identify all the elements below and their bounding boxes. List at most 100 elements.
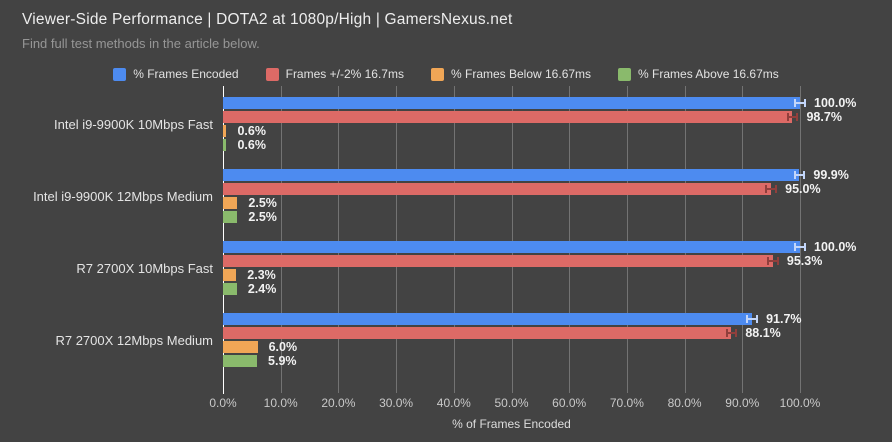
bar-track: 99.9% [223, 168, 849, 182]
x-tick-label: 50.0% [494, 396, 529, 410]
bar--frames-encoded [223, 97, 800, 109]
bar-group-3: 91.7% 88.1% 6.0% 5.9% [223, 304, 802, 376]
x-axis-ticks: 0.0% 10.0% 20.0% 30.0% 40.0% 50.0% 60.0% 70.0% 8… [0, 396, 892, 412]
x-axis-title: % of Frames Encoded [452, 417, 571, 431]
value-label: 100.0% [814, 240, 857, 254]
legend-label: Frames +/-2% 16.7ms [285, 67, 404, 81]
error-bar-cap [755, 315, 758, 323]
bar-frames-2-16-7ms [223, 255, 773, 267]
bar-track: 0.6% [223, 124, 800, 138]
bar--frames-below-16-67ms [223, 197, 238, 209]
legend-item-2: % Frames Below 16.67ms [430, 67, 591, 81]
legend-label: % Frames Encoded [133, 67, 239, 81]
error-bar-cap [803, 243, 806, 251]
bar-track: 2.5% [223, 210, 800, 224]
bar-track: 6.0% [223, 340, 800, 354]
bar-group-0: 100.0% 98.7% 0.6% 0.6% [223, 88, 856, 160]
bar--frames-below-16-67ms [223, 269, 237, 281]
bar-frames-2-16-7ms [223, 327, 732, 339]
plot-area: 100.0% 98.7% 0.6% 0.6% 99.9% 95.0% 2.5% 2.5% 100… [223, 86, 856, 394]
error-bar [765, 185, 777, 193]
bar--frames-below-16-67ms [223, 125, 227, 137]
category-label-2: R7 2700X 10Mbps Fast [76, 260, 213, 276]
gridline [280, 86, 282, 393]
x-tick-label: 60.0% [552, 396, 587, 410]
legend-swatch-icon [618, 67, 632, 81]
value-label: 2.4% [247, 282, 277, 296]
value-label: 98.7% [806, 110, 842, 124]
chart-title: Viewer-Side Performance | DOTA2 at 1080p… [22, 11, 513, 28]
value-label: 0.6% [237, 138, 266, 152]
category-label-1: Intel i9-9900K 12Mbps Medium [33, 188, 213, 204]
value-label: 95.3% [786, 254, 823, 268]
legend-swatch-icon [265, 67, 279, 81]
gridline [684, 86, 686, 393]
bar-track: 91.7% [223, 312, 802, 326]
value-label: 6.0% [268, 340, 298, 354]
error-bar-line [794, 246, 806, 248]
bar-rows: 100.0% 98.7% 0.6% 0.6% 99.9% 95.0% 2.5% 2.5% 100… [223, 88, 856, 376]
value-label: 2.5% [248, 196, 277, 210]
bar-track: 100.0% [223, 240, 856, 254]
legend-label: % Frames Above 16.67ms [638, 67, 779, 81]
bar-track: 5.9% [223, 354, 800, 368]
bar--frames-above-16-67ms [223, 211, 238, 223]
y-axis-line [223, 86, 224, 394]
gridline [338, 86, 340, 393]
x-tick-label: 10.0% [263, 396, 298, 410]
gridline [626, 86, 628, 393]
category-label-3: R7 2700X 12Mbps Medium [55, 332, 213, 348]
value-label: 100.0% [814, 96, 857, 110]
error-bar-cap [776, 257, 779, 265]
bar--frames-above-16-67ms [223, 139, 227, 151]
bar-track: 0.6% [223, 138, 800, 152]
value-label: 0.6% [237, 124, 266, 138]
error-bar-line [746, 318, 758, 320]
x-tick-label: 70.0% [609, 396, 644, 410]
error-bar-line [786, 116, 799, 118]
value-label: 99.9% [813, 168, 849, 182]
legend-item-1: Frames +/-2% 16.7ms [265, 67, 404, 81]
value-label: 95.0% [785, 182, 821, 196]
bar-track: 2.4% [223, 282, 800, 296]
error-bar-line [765, 188, 777, 190]
error-bar [793, 171, 806, 179]
error-bar [786, 113, 799, 121]
error-bar [794, 99, 806, 107]
gridline [511, 86, 513, 393]
gridline [396, 86, 398, 393]
x-tick-label: 40.0% [436, 396, 471, 410]
error-bar [767, 257, 779, 265]
legend-swatch-icon [113, 67, 127, 81]
value-label: 2.5% [248, 210, 277, 224]
legend-swatch-icon [430, 67, 444, 81]
bar--frames-above-16-67ms [223, 355, 258, 367]
bar-track: 2.5% [223, 196, 800, 210]
bar-frames-2-16-7ms [223, 183, 772, 195]
error-bar-line [794, 102, 806, 104]
chart-legend: % Frames Encoded Frames +/-2% 16.7ms % Fra… [0, 67, 892, 81]
error-bar-cap [735, 329, 738, 337]
x-tick-label: 20.0% [321, 396, 356, 410]
bar-track: 95.3% [223, 254, 822, 268]
bar--frames-below-16-67ms [223, 341, 258, 353]
category-label-0: Intel i9-9900K 10Mbps Fast [54, 116, 213, 132]
error-bar-cap [803, 99, 806, 107]
x-tick-label: 0.0% [209, 396, 237, 410]
gridline [742, 86, 744, 393]
bar-track: 98.7% [223, 110, 842, 124]
error-bar-line [793, 174, 806, 176]
bar--frames-encoded [223, 313, 753, 325]
error-bar-cap [796, 113, 799, 121]
x-tick-label: 30.0% [379, 396, 414, 410]
error-bar [794, 243, 806, 251]
value-label: 2.3% [247, 268, 276, 282]
value-label: 5.9% [268, 354, 297, 368]
bar--frames-encoded [223, 169, 800, 181]
gridline [800, 86, 801, 393]
value-label: 88.1% [745, 326, 781, 340]
bar-group-1: 99.9% 95.0% 2.5% 2.5% [223, 160, 849, 232]
category-axis: Intel i9-9900K 10Mbps Fast Intel i9-9900K… [0, 88, 213, 376]
error-bar-cap [803, 171, 806, 179]
value-label: 91.7% [766, 312, 802, 326]
